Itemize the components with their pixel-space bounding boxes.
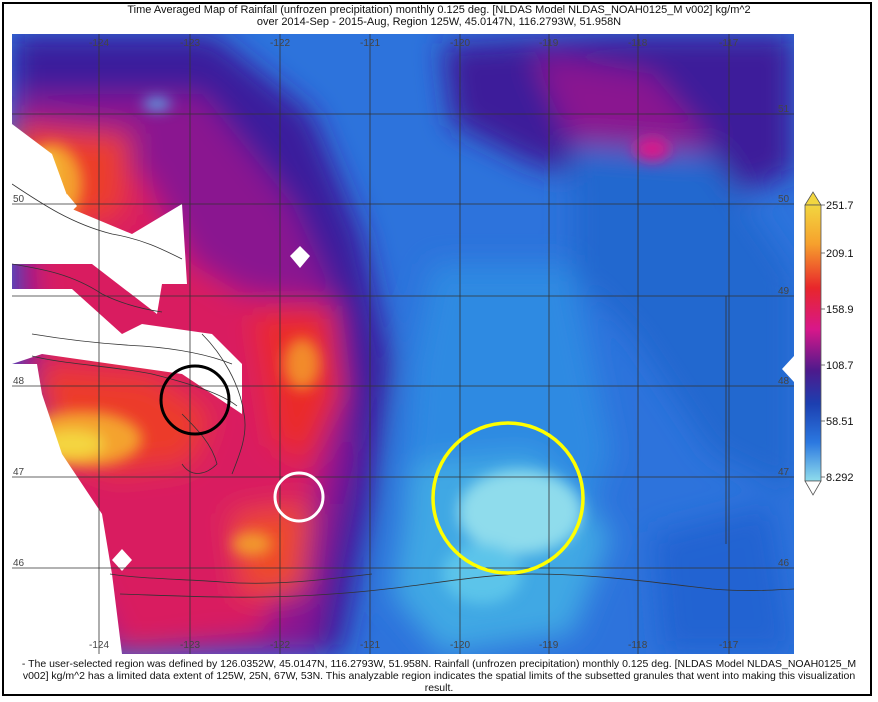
lat-label-left: 47	[13, 467, 25, 478]
lat-left-labels: 50 48 47 46	[13, 194, 25, 569]
lon-label-top: -121	[360, 38, 380, 49]
image-frame	[2, 2, 872, 696]
lat-label-left: 46	[13, 558, 25, 569]
legend-label: 209.1	[826, 248, 854, 260]
no-data-areas	[12, 124, 794, 654]
lon-label-top: -120	[450, 38, 470, 49]
legend-label: 158.9	[826, 304, 854, 316]
lat-label-right: 49	[778, 286, 790, 297]
annotation-circle-white	[273, 471, 325, 523]
map-title-line2: over 2014-Sep - 2015-Aug, Region 125W, 4…	[256, 16, 622, 28]
lat-label-right: 47	[778, 467, 790, 478]
map-title-line1: Time Averaged Map of Rainfall (unfrozen …	[127, 4, 751, 16]
lon-label-top: -122	[270, 38, 290, 49]
lon-label-top: -117	[719, 38, 739, 49]
lon-label-top: -124	[89, 38, 109, 49]
footer-note: - The user-selected region was defined b…	[21, 658, 857, 694]
lon-label-bottom: -117	[719, 640, 739, 651]
annotation-circle-yellow	[431, 421, 585, 575]
lon-label-top: -118	[628, 38, 648, 49]
lat-label-right: 51	[778, 104, 790, 115]
lat-label-right: 50	[778, 194, 790, 205]
lon-label-bottom: -123	[180, 640, 200, 651]
lat-right-labels: 51 50 49 48 47 46	[778, 104, 790, 569]
lon-bottom-labels: -124 -123 -122 -121 -120 -119 -118 -117	[89, 640, 739, 651]
lon-label-bottom: -121	[360, 640, 380, 651]
lat-label-left: 50	[13, 194, 25, 205]
legend-label: 251.7	[826, 200, 854, 212]
lat-label-left: 48	[13, 376, 25, 387]
lon-label-bottom: -124	[89, 640, 109, 651]
legend-colorbar	[804, 204, 822, 482]
legend-label: 8.292	[826, 472, 854, 484]
rainfall-map[interactable]: -124 -123 -122 -121 -120 -119 -118 -117 …	[12, 34, 794, 654]
color-legend: 251.7 209.1 158.9 108.7 58.51 8.292	[795, 190, 878, 500]
legend-max-arrow	[804, 191, 822, 206]
legend-label: 108.7	[826, 360, 854, 372]
lat-label-right: 48	[778, 376, 790, 387]
lon-label-bottom: -120	[450, 640, 470, 651]
lon-label-bottom: -122	[270, 640, 290, 651]
legend-min-arrow	[804, 480, 822, 496]
annotation-circle-black	[159, 364, 231, 436]
lon-label-top: -119	[539, 38, 559, 49]
lon-label-bottom: -119	[539, 640, 559, 651]
graticule	[12, 34, 794, 654]
legend-label: 58.51	[826, 416, 854, 428]
lat-label-right: 46	[778, 558, 790, 569]
lon-label-top: -123	[180, 38, 200, 49]
lon-top-labels: -124 -123 -122 -121 -120 -119 -118 -117	[89, 38, 739, 49]
lon-label-bottom: -118	[628, 640, 648, 651]
